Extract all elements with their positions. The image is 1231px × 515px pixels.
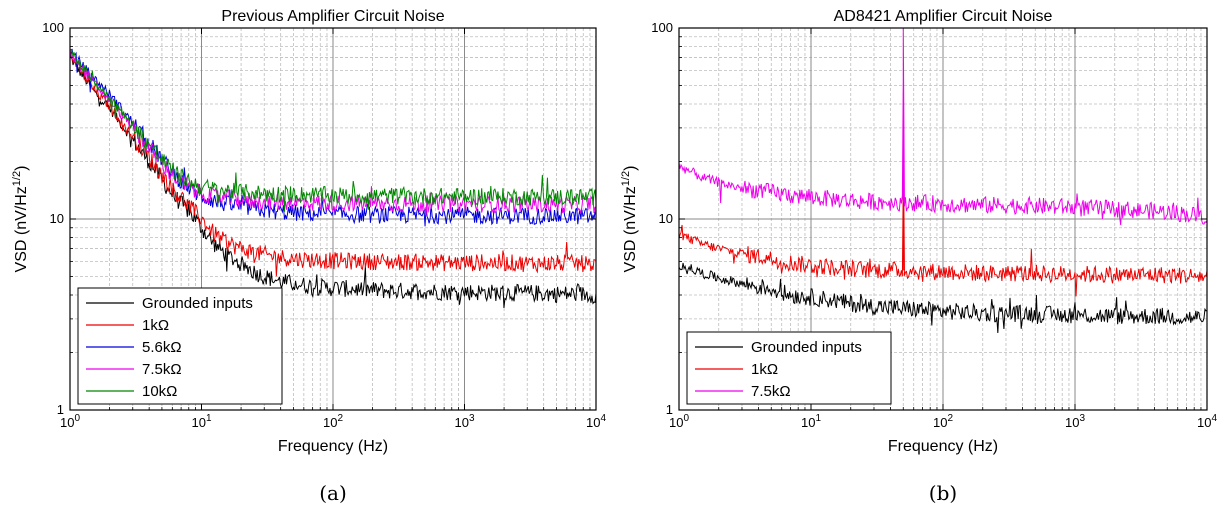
- series-line: [70, 48, 596, 212]
- x-tick-label: 102: [323, 413, 343, 430]
- legend: Grounded inputs 1kΩ 5.6kΩ 7.5kΩ 10kΩ: [77, 287, 283, 405]
- series-line: [70, 48, 596, 216]
- series-line: [679, 262, 1207, 333]
- legend: Grounded inputs 1kΩ 7.5kΩ: [686, 331, 892, 405]
- y-axis-label: VSD (nV/Hz1/2): [11, 166, 30, 273]
- y-axis-label: VSD (nV/Hz1/2): [620, 166, 639, 273]
- y-tick-label: 100: [651, 20, 673, 35]
- legend-label: 7.5kΩ: [142, 361, 182, 378]
- chart-title: Previous Amplifier Circuit Noise: [221, 8, 444, 25]
- legend-label: 1kΩ: [142, 317, 169, 334]
- y-tick-label: 1: [666, 402, 673, 417]
- series-line: [679, 28, 1207, 226]
- panel-caption: (a): [319, 481, 347, 505]
- series-line: [70, 52, 596, 277]
- x-tick-label: 103: [454, 413, 474, 430]
- legend-box: [77, 287, 283, 405]
- panel-caption: (b): [929, 481, 957, 505]
- legend-label: 1kΩ: [751, 361, 778, 378]
- x-tick-label: 104: [1197, 413, 1217, 430]
- y-tick-label: 10: [659, 211, 673, 226]
- x-tick-label: 102: [933, 413, 953, 430]
- x-axis-label: Frequency (Hz): [278, 438, 388, 455]
- x-axis-label: Frequency (Hz): [888, 438, 998, 455]
- x-tick-label: 104: [586, 413, 606, 430]
- x-tick-label: 101: [801, 413, 821, 430]
- legend-box: [686, 331, 892, 405]
- x-tick-label: 101: [191, 413, 211, 430]
- y-tick-label: 100: [42, 20, 64, 35]
- y-tick-label: 10: [50, 211, 64, 226]
- legend-label: 5.6kΩ: [142, 339, 182, 356]
- legend-label: 7.5kΩ: [751, 383, 791, 400]
- legend-label: Grounded inputs: [142, 295, 253, 312]
- legend-label: Grounded inputs: [751, 339, 862, 356]
- legend-label: 10kΩ: [142, 383, 177, 400]
- y-tick-label: 1: [57, 402, 64, 417]
- x-tick-label: 103: [1065, 413, 1085, 430]
- chart-title: AD8421 Amplifier Circuit Noise: [834, 8, 1053, 25]
